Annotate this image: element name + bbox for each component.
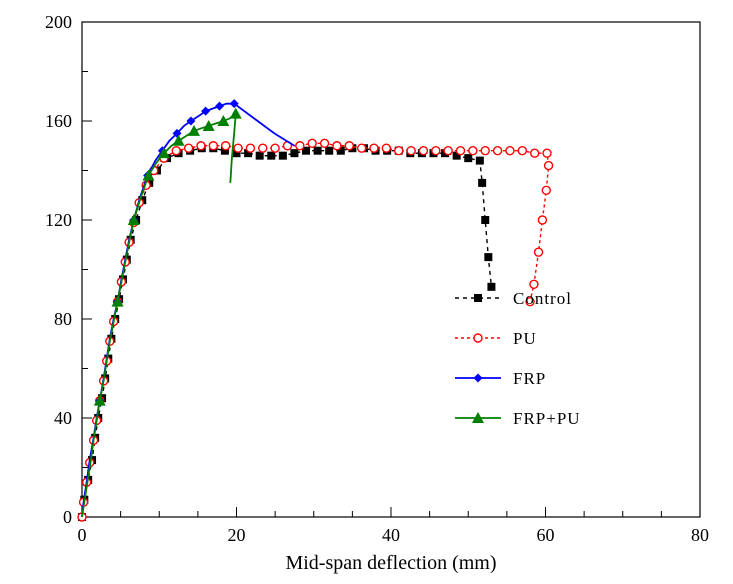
- x-tick-label: 80: [691, 525, 709, 545]
- marker-circle: [246, 144, 254, 152]
- marker-circle: [296, 142, 304, 150]
- marker-circle: [530, 280, 538, 288]
- marker-triangle: [217, 115, 229, 126]
- plot-border: [82, 22, 700, 517]
- marker-triangle: [203, 120, 215, 131]
- x-tick-label: 40: [382, 525, 400, 545]
- marker-circle: [185, 144, 193, 152]
- y-tick-label: 40: [54, 408, 72, 428]
- marker-circle: [333, 142, 341, 150]
- marker-square: [267, 152, 275, 160]
- series-line-pu: [82, 143, 549, 517]
- marker-circle: [535, 248, 543, 256]
- marker-circle: [234, 144, 242, 152]
- marker-circle: [545, 162, 553, 170]
- marker-circle: [542, 186, 550, 194]
- x-tick-label: 60: [537, 525, 555, 545]
- marker-circle: [531, 149, 539, 157]
- marker-circle: [222, 142, 230, 150]
- marker-circle: [259, 144, 267, 152]
- marker-circle: [432, 147, 440, 155]
- legend-label-pu: PU: [513, 329, 537, 348]
- marker-circle: [345, 142, 353, 150]
- x-axis-title: Mid-span deflection (mm): [285, 552, 496, 574]
- marker-circle: [444, 147, 452, 155]
- y-tick-label: 160: [45, 111, 72, 131]
- marker-circle: [506, 147, 514, 155]
- legend-label-frp: FRP: [513, 369, 546, 388]
- marker-circle: [481, 147, 489, 155]
- y-tick-label: 120: [45, 210, 72, 230]
- marker-circle: [308, 139, 316, 147]
- marker-circle: [474, 334, 482, 342]
- marker-triangle: [230, 108, 242, 119]
- marker-square: [484, 253, 492, 261]
- marker-circle: [494, 147, 502, 155]
- marker-square: [474, 294, 482, 302]
- y-tick-label: 80: [54, 309, 72, 329]
- marker-circle: [382, 144, 390, 152]
- legend-label-control: Control: [513, 289, 572, 308]
- series-line-frp: [82, 104, 294, 517]
- marker-circle: [321, 139, 329, 147]
- marker-circle: [469, 147, 477, 155]
- x-tick-label: 0: [78, 525, 87, 545]
- marker-square: [290, 149, 298, 157]
- marker-circle: [271, 144, 279, 152]
- marker-circle: [419, 147, 427, 155]
- chart-svg: 0 20 40 60 80 0 40 80 120 160 200 Mid-span deflecti…: [0, 0, 733, 584]
- marker-diamond: [215, 102, 224, 111]
- marker-square: [325, 147, 333, 155]
- y-tick-label: 200: [45, 12, 72, 32]
- marker-square: [314, 147, 322, 155]
- marker-square: [487, 283, 495, 291]
- marker-diamond: [474, 374, 483, 383]
- marker-triangle: [188, 125, 200, 136]
- marker-square: [476, 157, 484, 165]
- marker-circle: [538, 216, 546, 224]
- marker-square: [478, 179, 486, 187]
- marker-circle: [197, 142, 205, 150]
- marker-circle: [543, 149, 551, 157]
- x-tick-label: 20: [228, 525, 246, 545]
- marker-circle: [407, 147, 415, 155]
- marker-circle: [457, 147, 465, 155]
- marker-square: [481, 216, 489, 224]
- marker-circle: [370, 144, 378, 152]
- marker-circle: [172, 147, 180, 155]
- chart-container: 0 20 40 60 80 0 40 80 120 160 200 Mid-span deflecti…: [0, 0, 733, 584]
- marker-square: [279, 152, 287, 160]
- marker-circle: [358, 144, 366, 152]
- marker-square: [464, 154, 472, 162]
- marker-circle: [518, 147, 526, 155]
- marker-circle: [395, 147, 403, 155]
- legend-label-frppu: FRP+PU: [513, 409, 581, 428]
- marker-circle: [209, 142, 217, 150]
- y-tick-label: 0: [63, 507, 72, 527]
